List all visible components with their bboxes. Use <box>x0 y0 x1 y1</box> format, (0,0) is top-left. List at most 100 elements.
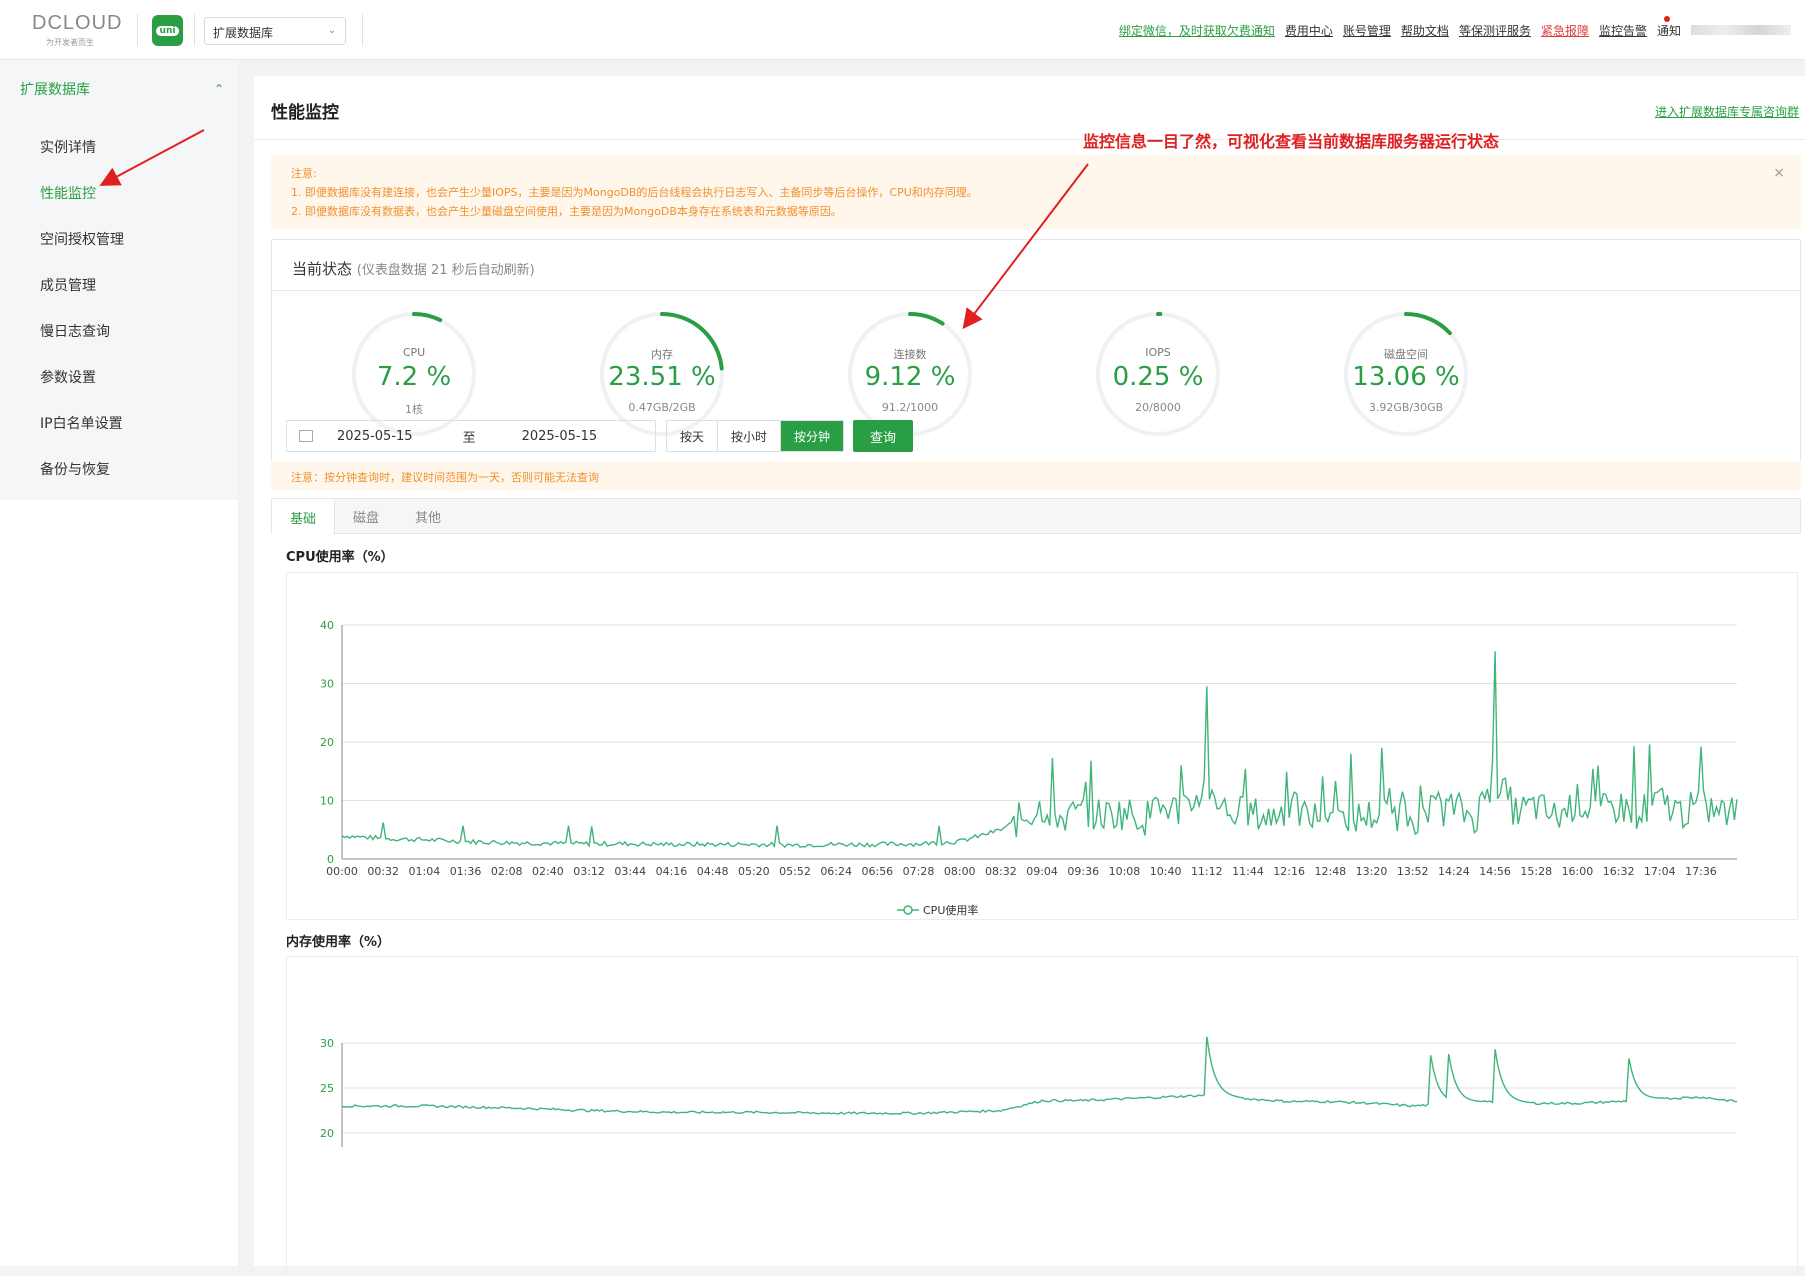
start-date[interactable]: 2025-05-15 <box>337 429 413 444</box>
query-row: 2025-05-15 至 2025-05-15 按天 按小时 按分钟 查询 <box>286 420 913 452</box>
help-docs-link[interactable]: 帮助文档 <box>1401 22 1449 39</box>
tab-disk[interactable]: 磁盘 <box>335 499 397 534</box>
gauge-arc <box>910 314 943 324</box>
query-button[interactable]: 查询 <box>853 420 913 452</box>
database-select-value: 扩展数据库 <box>213 26 273 40</box>
x-tick-label: 03:12 <box>573 865 605 878</box>
logo-text: DCLOUD <box>32 12 124 35</box>
x-tick-label: 10:40 <box>1150 865 1182 878</box>
sidebar-item-slow-log[interactable]: 慢日志查询 <box>0 308 238 354</box>
cpu-chart-title: CPU使用率（%） <box>286 546 394 565</box>
x-tick-label: 07:28 <box>903 865 935 878</box>
y-tick-label: 20 <box>320 736 334 749</box>
gauge-val: 7.2 % <box>350 362 478 392</box>
notification-link[interactable]: 通知 <box>1657 22 1681 39</box>
sidebar-item-space-auth[interactable]: 空间授权管理 <box>0 216 238 262</box>
granularity-group: 按天 按小时 按分钟 <box>666 420 844 452</box>
cpu-series-line <box>342 651 1737 847</box>
x-tick-label: 02:40 <box>532 865 564 878</box>
uni-badge: uni <box>156 26 180 36</box>
metric-tabs: 基础 磁盘 其他 <box>271 498 1801 534</box>
calendar-icon <box>299 430 313 442</box>
mem-chart-title: 内存使用率（%） <box>286 931 390 950</box>
billing-link[interactable]: 费用中心 <box>1285 22 1333 39</box>
sidebar-menu: 实例详情 性能监控 空间授权管理 成员管理 慢日志查询 参数设置 IP白名单设置… <box>0 118 238 500</box>
monitor-alert-link[interactable]: 监控告警 <box>1599 22 1647 39</box>
x-tick-label: 04:16 <box>656 865 688 878</box>
sidebar-item-backup[interactable]: 备份与恢复 <box>0 446 238 492</box>
sidebar-item-params[interactable]: 参数设置 <box>0 354 238 400</box>
gauge-sub: 0.47GB/2GB <box>598 401 726 414</box>
join-group-link[interactable]: 进入扩展数据库专属咨询群 <box>1655 103 1799 120</box>
gauge-sub: 20/8000 <box>1094 401 1222 414</box>
y-tick-label: 40 <box>320 619 334 632</box>
by-day-button[interactable]: 按天 <box>667 421 718 451</box>
date-separator: 至 <box>463 427 476 446</box>
gauge-sub: 3.92GB/30GB <box>1342 401 1470 414</box>
sidebar-item-performance[interactable]: 性能监控 <box>0 170 238 216</box>
bind-wechat-link[interactable]: 绑定微信，及时获取欠费通知 <box>1119 22 1275 39</box>
gauge-name: 连接数 <box>846 346 974 362</box>
gauge-arc <box>1406 314 1450 333</box>
query-notice: 注意：按分钟查询时，建议时间范围为一天，否则可能无法查询 <box>271 461 1801 491</box>
chevron-down-icon: ⌄ <box>328 25 336 36</box>
sidebar-group-label: 扩展数据库 <box>20 79 90 99</box>
page-title: 性能监控 <box>271 98 339 123</box>
date-range-picker[interactable]: 2025-05-15 至 2025-05-15 <box>286 420 656 452</box>
gauge-arc <box>414 314 440 320</box>
x-tick-label: 01:36 <box>450 865 482 878</box>
x-tick-label: 06:24 <box>820 865 852 878</box>
notification-dot <box>1664 16 1670 22</box>
main-panel: 性能监控 进入扩展数据库专属咨询群 监控信息一目了然，可视化查看当前数据库服务器… <box>254 76 1805 1266</box>
divider <box>137 14 138 46</box>
gauge-name: 磁盘空间 <box>1342 346 1470 362</box>
top-bar: DCLOUD 为开发者而生 uni 扩展数据库 ⌄ 绑定微信，及时获取欠费通知 … <box>0 0 1805 60</box>
legend-label: CPU使用率 <box>923 903 978 917</box>
status-title: 当前状态 <box>292 260 352 278</box>
database-select[interactable]: 扩展数据库 ⌄ <box>204 17 346 45</box>
user-menu[interactable] <box>1691 25 1791 35</box>
sidebar: 扩展数据库 ⌃ 实例详情 性能监控 空间授权管理 成员管理 慢日志查询 参数设置… <box>0 60 238 1266</box>
x-tick-label: 02:08 <box>491 865 523 878</box>
by-minute-button[interactable]: 按分钟 <box>781 421 843 451</box>
y-tick-label: 30 <box>320 1037 334 1050</box>
gauge-name: 内存 <box>598 346 726 362</box>
gauge-sub: 91.2/1000 <box>846 401 974 414</box>
x-tick-label: 17:36 <box>1685 865 1717 878</box>
security-eval-link[interactable]: 等保测评服务 <box>1459 22 1531 39</box>
sidebar-group-header[interactable]: 扩展数据库 ⌃ <box>0 60 238 118</box>
notice-line: 2. 即便数据库没有数据表，也会产生少量磁盘空间使用，主要是因为MongoDB本… <box>291 202 1781 221</box>
x-tick-label: 04:48 <box>697 865 729 878</box>
sidebar-item-instance[interactable]: 实例详情 <box>0 124 238 170</box>
header-links: 绑定微信，及时获取欠费通知 费用中心 账号管理 帮助文档 等保测评服务 紧急报障… <box>1119 22 1791 39</box>
dcloud-logo[interactable]: DCLOUD 为开发者而生 <box>32 12 124 48</box>
x-tick-label: 14:24 <box>1438 865 1470 878</box>
emergency-report-link[interactable]: 紧急报障 <box>1541 22 1589 39</box>
y-tick-label: 10 <box>320 795 334 808</box>
account-link[interactable]: 账号管理 <box>1343 22 1391 39</box>
sidebar-item-ip-whitelist[interactable]: IP白名单设置 <box>0 400 238 446</box>
sidebar-item-members[interactable]: 成员管理 <box>0 262 238 308</box>
tab-other[interactable]: 其他 <box>397 499 459 534</box>
legend-marker <box>904 906 912 914</box>
status-subtitle: (仪表盘数据 21 秒后自动刷新) <box>357 263 535 278</box>
tab-basic[interactable]: 基础 <box>272 499 335 535</box>
notice-banner: 注意: 1. 即便数据库没有建连接，也会产生少量IOPS，主要是因为MongoD… <box>271 155 1801 229</box>
x-tick-label: 11:44 <box>1232 865 1264 878</box>
gauge-val: 23.51 % <box>598 362 726 392</box>
end-date[interactable]: 2025-05-15 <box>522 429 598 444</box>
x-tick-label: 08:00 <box>944 865 976 878</box>
x-tick-label: 08:32 <box>985 865 1017 878</box>
gauge-val: 0.25 % <box>1094 362 1222 392</box>
uni-app-icon[interactable]: uni <box>152 15 183 46</box>
by-hour-button[interactable]: 按小时 <box>718 421 781 451</box>
x-tick-label: 01:04 <box>409 865 441 878</box>
close-icon[interactable]: × <box>1773 164 1785 183</box>
x-tick-label: 17:04 <box>1644 865 1676 878</box>
